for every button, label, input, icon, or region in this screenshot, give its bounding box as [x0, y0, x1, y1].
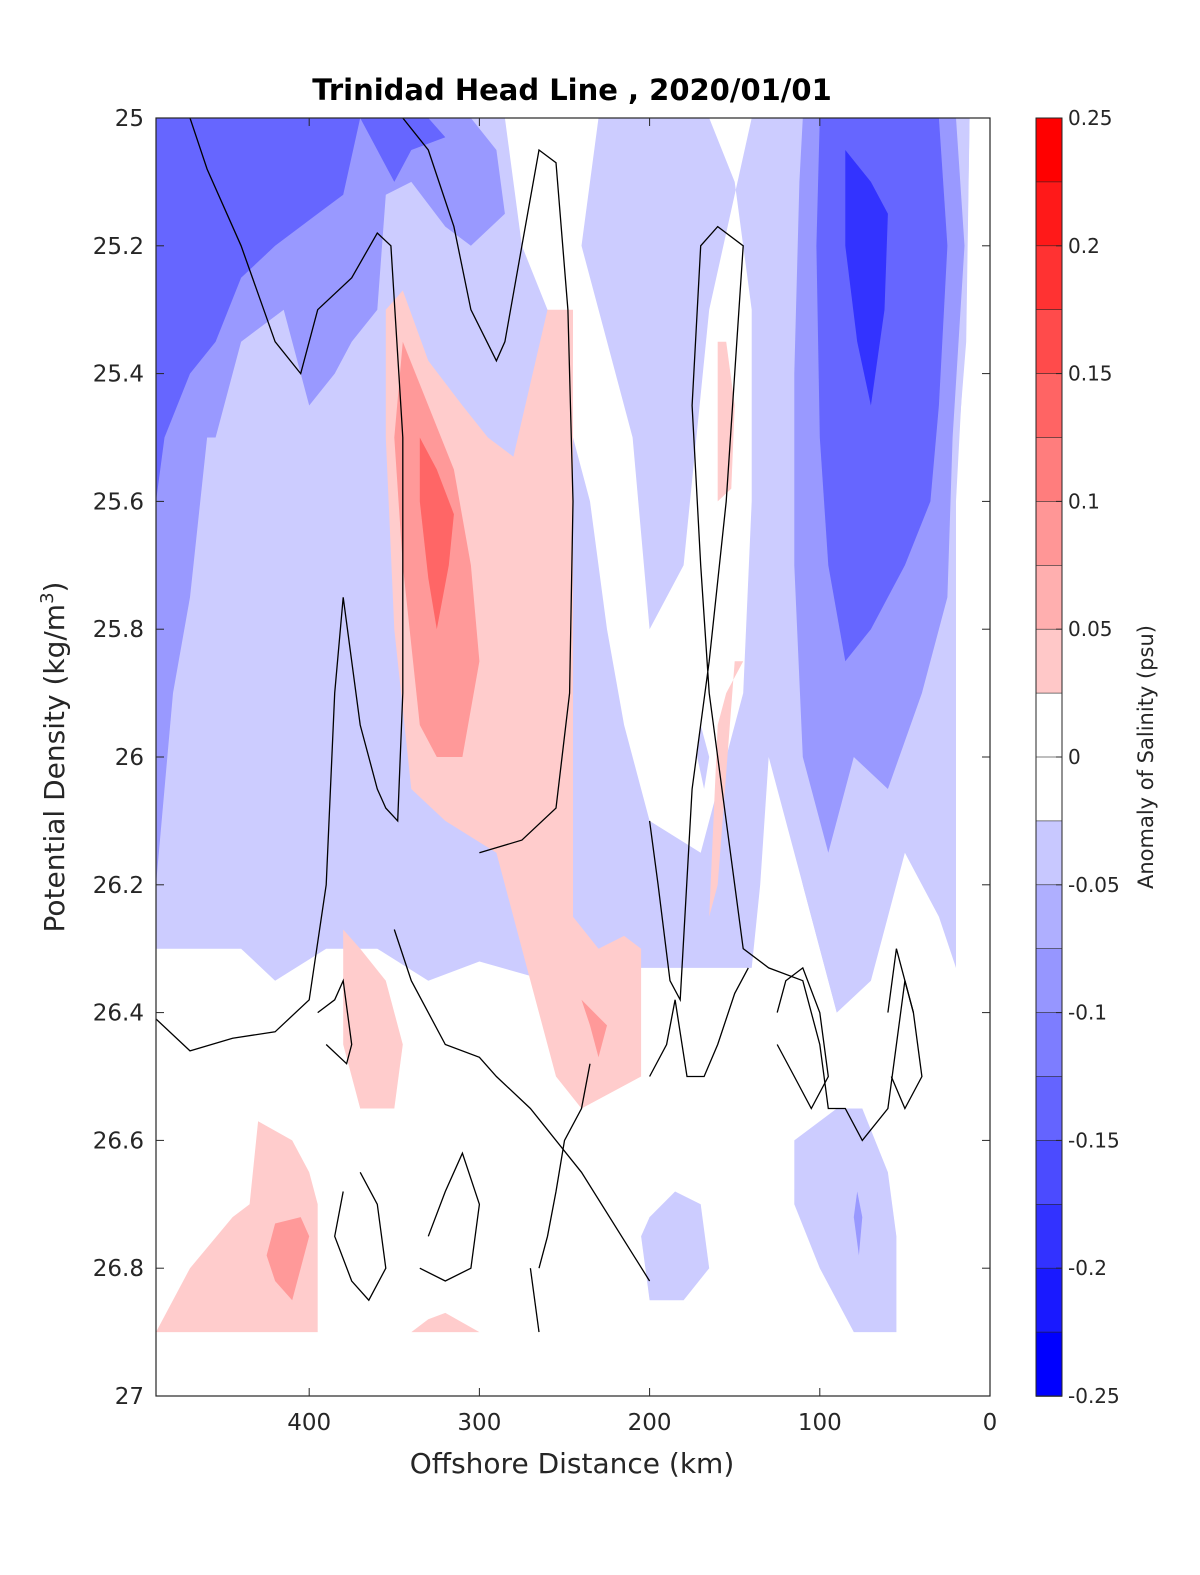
colorbar-band — [1035, 1140, 1063, 1206]
zero-contour-line-3 — [648, 225, 915, 1142]
y-axis-label-close: ) — [38, 582, 71, 593]
contour-region-15 — [717, 341, 735, 502]
colorbar-band — [1035, 692, 1063, 758]
zero-contour-layer — [156, 118, 923, 1333]
y-tick-label: 25.6 — [93, 489, 144, 515]
contour-region-7 — [794, 1108, 897, 1333]
colorbar-band — [1035, 1204, 1063, 1270]
y-axis: 25 25.2 25.4 25.6 25.8 26 26.2 26.4 26.6 26.8 27 — [93, 106, 990, 1410]
zero-contour-line-0 — [156, 118, 404, 1052]
contour-region-10 — [697, 725, 710, 789]
x-tick-label: 0 — [983, 1410, 998, 1436]
y-tick-label: 25.2 — [93, 234, 144, 260]
zero-contour-line-9 — [887, 948, 923, 1111]
x-tick-label: 400 — [287, 1410, 331, 1436]
colorbar-band — [1035, 117, 1063, 183]
colorbar-band — [1035, 373, 1063, 439]
colorbar-band — [1035, 1267, 1063, 1333]
colorbar-band — [1035, 1076, 1063, 1142]
zero-contour-line-2 — [402, 118, 574, 854]
colorbar-ticks: 0.25 0.2 0.15 0.1 0.05 0 -0.05 -0.1 -0.15 -0.2 -0.… — [1056, 106, 1120, 1408]
x-axis: 400 300 200 100 0 — [287, 118, 997, 1436]
chart-title: Trinidad Head Line , 2020/01/01 — [312, 73, 832, 107]
y-axis-label: Potential Density (kg/m3) — [37, 582, 71, 933]
contour-region-19 — [266, 1217, 310, 1301]
contour-region-9 — [641, 1191, 710, 1301]
colorbar-band — [1035, 501, 1063, 567]
colorbar-band — [1035, 948, 1063, 1014]
colorbar-band — [1035, 756, 1063, 822]
colorbar-label: Anomaly of Salinity (psu) — [1134, 625, 1158, 889]
colorbar-band — [1035, 1331, 1063, 1397]
contour-region-6 — [845, 150, 888, 406]
contour-region-16 — [709, 661, 744, 917]
colorbar-band — [1035, 245, 1063, 311]
zero-contour-line-10 — [334, 1171, 387, 1302]
zero-contour-line-11 — [649, 967, 749, 1078]
zero-contour-line-6 — [419, 1151, 481, 1282]
zero-contour-line-8 — [776, 966, 829, 1110]
y-axis-label-main: Potential Density (kg/m — [38, 604, 71, 933]
x-tick-label: 300 — [457, 1410, 501, 1436]
y-tick-label: 26.2 — [93, 873, 144, 899]
contour-region-14 — [411, 1312, 480, 1333]
colorbar-band — [1035, 437, 1063, 503]
y-tick-label: 26.4 — [93, 1001, 144, 1027]
contour-region-12 — [343, 929, 403, 1109]
colorbar-band — [1035, 309, 1063, 375]
zero-contour-line-7 — [538, 1063, 591, 1269]
zero-contour-line-1 — [317, 978, 353, 1065]
zero-contour-line-4 — [529, 1268, 540, 1333]
x-axis-label: Offshore Distance (km) — [410, 1447, 735, 1480]
colorbar-tick-label: 0.25 — [1068, 106, 1113, 130]
colorbar-band — [1035, 820, 1063, 886]
contour-region-2 — [156, 118, 446, 502]
contour-region-8 — [853, 1191, 863, 1256]
y-tick-label: 27 — [115, 1384, 144, 1410]
colorbar-tick-label: 0 — [1068, 745, 1081, 769]
colorbar-tick-label: 0.15 — [1068, 362, 1113, 386]
x-tick-label: 200 — [628, 1410, 672, 1436]
contour-region-18 — [581, 999, 607, 1058]
contour-fill-layer — [156, 118, 970, 1333]
y-axis-label-superscript: 3 — [37, 592, 58, 603]
colorbar-tick-label: 0.05 — [1068, 617, 1113, 641]
colorbar-tick-label: 0.1 — [1068, 489, 1100, 513]
x-tick-label: 100 — [798, 1410, 842, 1436]
colorbar-band — [1035, 1012, 1063, 1078]
colorbar — [1035, 117, 1063, 1397]
colorbar-tick-label: -0.05 — [1068, 873, 1120, 897]
colorbar-tick-label: 0.2 — [1068, 234, 1100, 258]
y-tick-label: 26.6 — [93, 1128, 144, 1154]
colorbar-band — [1035, 628, 1063, 694]
colorbar-band — [1035, 884, 1063, 950]
colorbar-tick-label: -0.15 — [1068, 1128, 1120, 1152]
zero-contour-line-5 — [393, 929, 651, 1282]
colorbar-tick-label: -0.1 — [1068, 1001, 1107, 1025]
y-tick-label: 25 — [115, 106, 144, 132]
y-tick-label: 26 — [115, 745, 144, 771]
colorbar-tick-label: -0.2 — [1068, 1256, 1107, 1280]
contour-region-1 — [156, 118, 505, 885]
y-tick-label: 25.4 — [93, 362, 144, 388]
colorbar-band — [1035, 181, 1063, 247]
y-tick-label: 26.8 — [93, 1256, 144, 1282]
y-tick-label: 25.8 — [93, 617, 144, 643]
colorbar-band — [1035, 564, 1063, 630]
contour-region-20 — [419, 437, 454, 630]
colorbar-tick-label: -0.25 — [1068, 1384, 1120, 1408]
